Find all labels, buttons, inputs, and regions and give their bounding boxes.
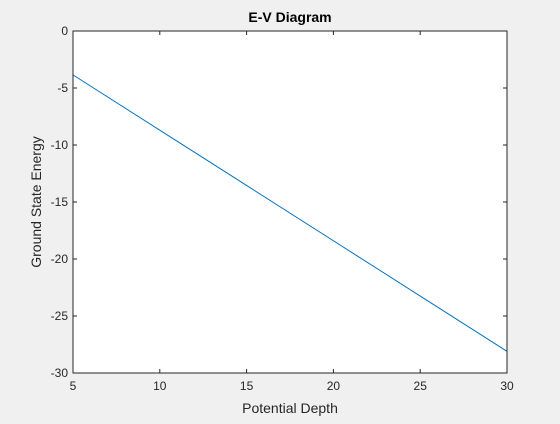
x-tick-label: 30	[500, 379, 514, 393]
x-tick-label: 25	[414, 379, 428, 393]
x-axis-label: Potential Depth	[242, 400, 338, 416]
y-tick-label: -5	[57, 81, 68, 95]
y-tick-label: -10	[51, 138, 69, 152]
axes-background	[73, 31, 507, 373]
x-tick-label: 5	[70, 379, 77, 393]
y-tick-label: -30	[51, 366, 69, 380]
x-axis-ticks: 5 10 15 20 25 30	[70, 31, 514, 393]
x-tick-label: 10	[153, 379, 167, 393]
y-axis-ticks: 0 -5 -10 -15 -20 -25 -30	[51, 24, 507, 380]
chart-title: E-V Diagram	[248, 9, 331, 25]
y-axis-label: Ground State Energy	[28, 136, 44, 268]
y-tick-label: -25	[51, 309, 69, 323]
x-tick-label: 20	[327, 379, 341, 393]
x-tick-label: 15	[240, 379, 254, 393]
y-tick-label: 0	[61, 24, 68, 38]
y-tick-label: -15	[51, 195, 69, 209]
y-tick-label: -20	[51, 252, 69, 266]
series-line	[72, 74, 508, 352]
